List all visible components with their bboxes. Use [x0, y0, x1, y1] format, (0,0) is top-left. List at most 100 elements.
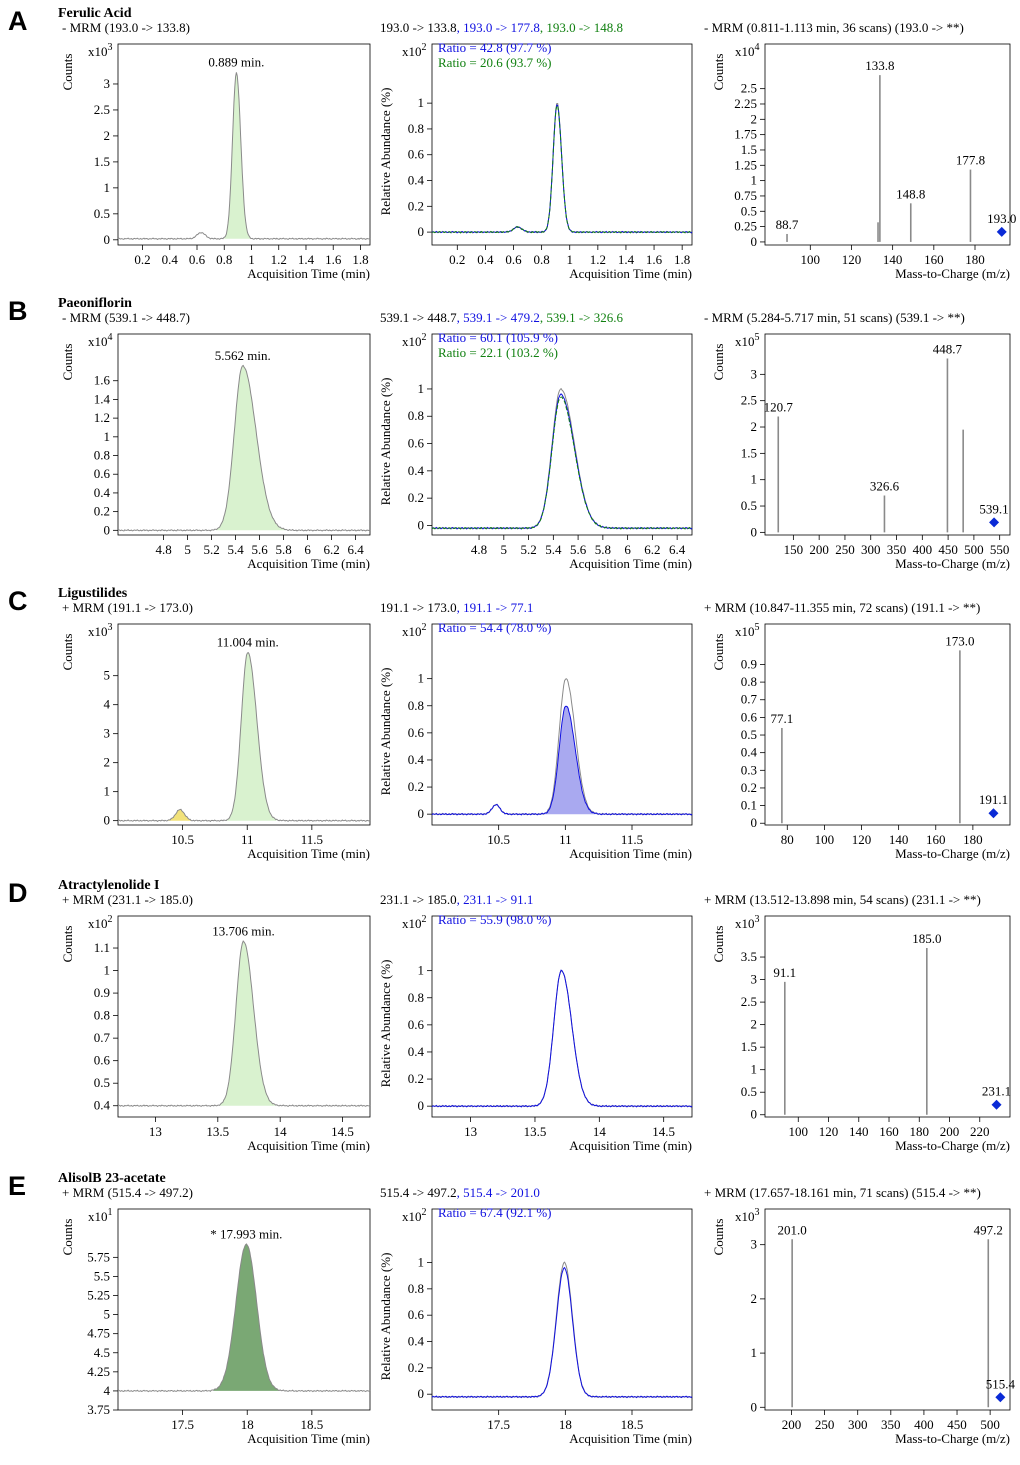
- y-tick-label: 1.25: [734, 157, 757, 172]
- x-tick-label: 450: [938, 542, 958, 557]
- y-tick-label: 0: [751, 1399, 758, 1414]
- y-exponent-power: 2: [422, 914, 427, 925]
- peak-label: 91.1: [773, 965, 796, 980]
- y-tick-label: 0.4: [408, 1044, 425, 1059]
- x-tick-label: 0.4: [162, 252, 179, 267]
- y-exponent: x103: [88, 622, 113, 639]
- panel-letter: A: [8, 6, 28, 36]
- chromatogram-trace: [117, 940, 371, 1108]
- y-tick-label: 0.6: [741, 709, 758, 724]
- peak-area: [213, 1244, 280, 1391]
- x-axis-label: Acquisition Time (min): [569, 556, 692, 571]
- y-tick-label: 2: [751, 111, 758, 126]
- y-tick-label: 2.25: [734, 96, 757, 111]
- plot-frame: [431, 1208, 693, 1411]
- x-tick-label: 14: [274, 1124, 288, 1139]
- x-tick-label: 350: [881, 1417, 901, 1432]
- x-tick-label: 5.2: [203, 542, 219, 557]
- x-tick-label: 1.6: [646, 252, 663, 267]
- y-tick-label: 0.8: [408, 698, 424, 713]
- x-tick-label: 5: [184, 542, 191, 557]
- y-exponent: x103: [735, 1207, 760, 1224]
- y-exponent: x105: [735, 332, 760, 349]
- y-exponent: x104: [735, 42, 760, 59]
- x-tick-label: 11: [241, 832, 254, 847]
- peak-area: [224, 72, 251, 239]
- y-exponent-power: 2: [422, 332, 427, 343]
- y-tick-label: 1: [751, 472, 758, 487]
- y-tick-label: 1: [751, 173, 758, 188]
- y-tick-label: 3: [751, 972, 758, 987]
- y-tick-label: 1.75: [734, 127, 757, 142]
- chromatogram-chart: 0.2 0.4 0.6 0.8 1 1.2 1.4 1.6 1.8 0 0.5 1 1.5 2 2.5 3 Ac…: [60, 20, 371, 281]
- ratio-label: Ratio = 22.1 (103.2 %): [438, 345, 558, 360]
- retention-time-label: 11.004 min.: [217, 634, 279, 649]
- y-tick-label: 0: [418, 1386, 425, 1401]
- y-exponent-power: 2: [108, 914, 113, 925]
- title-part: , 515.4 -> 201.0: [457, 1185, 540, 1200]
- x-tick-label: 250: [835, 542, 855, 557]
- y-tick-label: 1: [418, 1255, 425, 1270]
- retention-time-label: 0.889 min.: [208, 55, 264, 70]
- x-tick-label: 18.5: [300, 1417, 323, 1432]
- x-tick-label: 300: [861, 542, 881, 557]
- x-tick-label: 1.2: [590, 252, 606, 267]
- ratio-label: Ratio = 20.6 (93.7 %): [438, 55, 551, 70]
- y-tick-label: 0.8: [408, 408, 424, 423]
- chart-title: - MRM (539.1 -> 448.7): [62, 310, 190, 325]
- x-tick-label: 180: [910, 1124, 930, 1139]
- qualifier-chart: 13 13.5 14 14.5 0 0.2 0.4 0.6 0.8 1 Acquisition Ti…: [378, 892, 693, 1153]
- qualifier-trace: [431, 969, 693, 1108]
- peak-label: 133.8: [865, 58, 894, 73]
- x-tick-label: 17.5: [487, 1417, 510, 1432]
- x-tick-label: 6.4: [347, 542, 364, 557]
- title-part: 191.1 -> 173.0: [380, 600, 457, 615]
- retention-time-label: * 17.993 min.: [210, 1226, 282, 1241]
- ratio-label: Ratio = 60.1 (105.9 %): [438, 330, 558, 345]
- retention-time-label: 13.706 min.: [212, 923, 274, 938]
- plot-frame: [431, 333, 693, 536]
- y-tick-label: 1.4: [94, 391, 111, 406]
- chromatogram-chart: 10.5 11 11.5 0 1 2 3 4 5 Acquisition Time (min) + …: [60, 600, 371, 861]
- x-tick-label: 100: [815, 832, 835, 847]
- x-tick-label: 500: [964, 542, 984, 557]
- x-tick-label: 4.8: [155, 542, 171, 557]
- y-tick-label: 0.6: [408, 1017, 425, 1032]
- y-tick-label: 3.5: [741, 949, 757, 964]
- x-axis-label: Acquisition Time (min): [247, 1431, 370, 1446]
- x-tick-label: 5.8: [275, 542, 291, 557]
- peak-label: 77.1: [771, 711, 794, 726]
- chart-title: 539.1 -> 448.7, 539.1 -> 479.2, 539.1 ->…: [380, 310, 624, 325]
- qualifier-chart: 10.5 11 11.5 0 0.2 0.4 0.6 0.8 1 Acquisition Time…: [378, 600, 693, 861]
- x-tick-label: 0.2: [449, 252, 465, 267]
- y-tick-label: 2.5: [741, 393, 757, 408]
- peak-label: 120.7: [764, 399, 794, 414]
- x-tick-label: 18: [241, 1417, 254, 1432]
- plot-frame: [431, 915, 693, 1118]
- qualifier-trace: [431, 393, 693, 530]
- x-tick-label: 10.5: [487, 832, 510, 847]
- x-axis-label: Mass-to-Charge (m/z): [895, 846, 1010, 861]
- y-exponent: x101: [88, 1207, 113, 1224]
- y-exponent-power: 5: [755, 332, 760, 343]
- peak-label: 173.0: [945, 633, 974, 648]
- x-tick-label: 200: [782, 1417, 802, 1432]
- y-tick-label: 0.6: [408, 725, 425, 740]
- y-tick-label: 4.25: [87, 1364, 110, 1379]
- panel-letter: B: [8, 296, 28, 326]
- y-tick-label: 1: [751, 1062, 758, 1077]
- y-exponent-power: 3: [755, 914, 760, 925]
- y-exponent-power: 4: [108, 332, 113, 343]
- y-exponent: x103: [88, 42, 113, 59]
- x-tick-label: 160: [926, 832, 946, 847]
- x-tick-label: 4.8: [471, 542, 487, 557]
- y-tick-label: 0.5: [94, 1075, 110, 1090]
- plot-frame: [764, 333, 1011, 536]
- plot-frame: [431, 623, 693, 826]
- chart-title: + MRM (191.1 -> 173.0): [62, 600, 193, 615]
- y-axis-label: Relative Abundance (%): [378, 378, 393, 506]
- chart-title: 193.0 -> 133.8, 193.0 -> 177.8, 193.0 ->…: [380, 20, 623, 35]
- peak-label: 148.8: [896, 186, 925, 201]
- y-tick-label: 0: [751, 1107, 758, 1122]
- compound-name: Ferulic Acid: [58, 6, 132, 21]
